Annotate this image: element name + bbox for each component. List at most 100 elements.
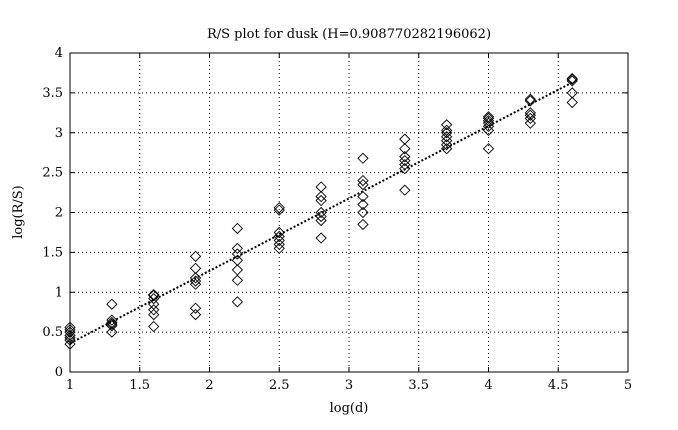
data-point [441,135,453,147]
data-point [189,302,202,314]
data-point [524,95,536,107]
data-point [315,210,327,223]
data-point [273,242,285,255]
data-point [357,152,369,164]
data-point [441,131,453,143]
data-point [148,308,160,321]
data-point [231,264,244,276]
data-point [64,326,76,338]
data-point [189,308,202,321]
data-point [106,326,118,338]
data-point [566,96,578,109]
data-point [64,334,76,346]
data-point [231,248,244,260]
grid-layer [70,53,628,372]
x-tick-label: 4 [484,378,492,393]
y-tick-label: 0 [55,365,63,380]
data-point [399,133,411,145]
data-point [399,155,411,167]
marker-layer [64,72,578,350]
data-point [315,206,327,219]
data-point [482,124,495,136]
data-point [64,321,76,333]
data-point [566,75,578,87]
data-point [315,214,327,227]
data-point [399,151,411,163]
data-point [441,124,453,136]
data-point [106,298,118,310]
data-point [357,178,369,191]
fit-layer [69,81,573,345]
x-tick-label: 1.5 [129,378,150,393]
data-point [441,143,453,155]
data-point [273,234,285,247]
data-point [64,338,76,350]
data-point [482,112,495,125]
data-point [441,127,453,139]
y-tick-label: 2.5 [42,166,63,181]
y-tick-label: 0.5 [42,325,63,340]
data-point [357,218,369,231]
data-point [482,111,495,123]
y-tick-label: 2 [55,206,63,221]
data-point [64,324,76,336]
data-point [315,232,327,244]
data-point [357,206,369,219]
data-point [231,222,244,235]
data-point [315,194,327,207]
data-point [524,107,536,119]
data-point [441,119,453,131]
data-point [273,226,285,239]
data-point [357,174,369,187]
regression-line [69,81,573,345]
x-tick-label: 4.5 [548,378,569,393]
data-point [399,184,411,196]
y-tick-label: 3.5 [42,86,63,101]
x-tick-label: 3 [345,378,353,393]
data-point [482,117,495,129]
data-point [148,289,160,302]
data-point [315,190,327,203]
data-point [524,117,536,129]
data-point [148,304,160,316]
y-tick-label: 1 [55,285,63,300]
x-axis-label: log(d) [330,401,369,416]
x-tick-label: 2.5 [269,378,290,393]
data-point [566,87,578,99]
data-point [441,139,453,151]
data-point [482,143,495,155]
data-point [566,73,578,85]
plot-area-frame [69,52,629,373]
data-point [524,109,536,121]
x-tick-label: 2 [205,378,213,393]
data-point [273,230,285,243]
data-point [273,204,285,216]
data-point [524,93,536,105]
data-point [273,202,285,214]
x-tick-label: 1 [66,378,74,393]
data-point [106,318,118,330]
data-point [148,298,160,310]
y-axis-label: log(R/S) [11,185,26,239]
data-point [189,262,202,274]
data-point [357,190,369,203]
data-point [106,316,118,329]
chart-title: R/S plot for dusk (H=0.908770282196062) [207,27,491,42]
data-point [189,250,202,262]
x-tick-label: 3.5 [408,378,429,393]
tick-layer: 1 1.5 2 2.5 3 3.5 4 4.5 5 0 0.5 1 1.5 2 2.5 3 3.5 4 [42,46,632,393]
data-point [148,289,160,301]
data-point [399,143,411,155]
data-point [273,238,285,251]
data-point [231,296,244,308]
data-point [231,274,244,286]
y-tick-label: 1.5 [42,245,63,260]
y-tick-label: 4 [55,46,63,61]
data-point [148,320,160,333]
data-point [231,242,244,255]
data-point [106,314,118,326]
data-point [315,181,327,193]
x-tick-label: 5 [624,378,632,393]
data-point [357,198,369,211]
